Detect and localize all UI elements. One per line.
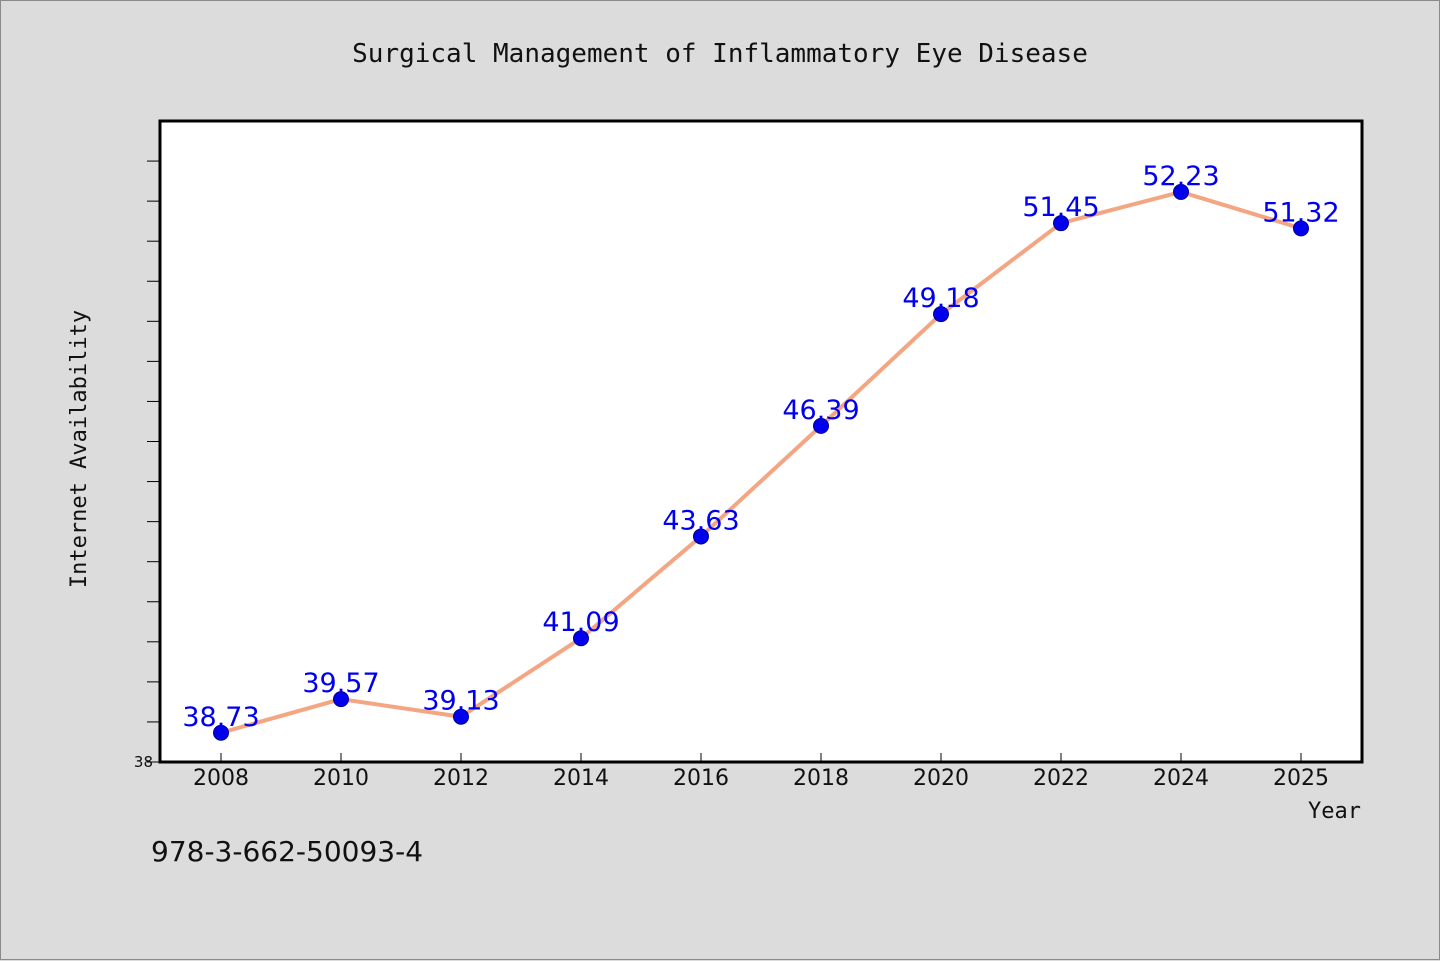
x-tick-label: 2008 — [193, 766, 249, 791]
y-tick-label: 38 — [134, 753, 153, 771]
x-tick-label: 2014 — [553, 766, 609, 791]
data-label: 41.09 — [542, 607, 619, 638]
data-point — [933, 306, 949, 323]
x-tick-label: 2022 — [1033, 766, 1089, 791]
data-label: 46.39 — [782, 395, 859, 426]
series-line — [220, 189, 1302, 735]
data-point — [1173, 183, 1189, 200]
chart-title: Surgical Management of Inflammatory Eye … — [352, 39, 1088, 69]
isbn-text: 978-3-662-50093-4 — [151, 835, 424, 868]
data-point — [1293, 220, 1309, 237]
x-tick-label: 2016 — [673, 766, 729, 791]
data-markers — [213, 183, 1309, 741]
data-point — [213, 724, 229, 741]
y-axis-label: Internet Availability — [67, 310, 92, 588]
data-label: 49.18 — [902, 283, 979, 314]
data-labels: 38.73 39.57 39.13 41.09 43.63 46.39 49.18 51.45… — [182, 161, 1339, 733]
x-tick-label: 2024 — [1153, 766, 1209, 791]
data-point — [573, 630, 589, 647]
plot-area — [158, 119, 1364, 764]
x-tick-label: 2012 — [433, 766, 489, 791]
data-label: 38.73 — [182, 702, 259, 733]
data-label: 43.63 — [662, 505, 739, 536]
x-tick-label: 2018 — [793, 766, 849, 791]
data-point — [1053, 215, 1069, 232]
x-axis-label: Year — [1308, 799, 1361, 824]
data-point — [813, 417, 829, 434]
data-label: 52.23 — [1142, 161, 1219, 192]
x-axis-ticks: 2008 2010 2012 2014 2016 2018 2020 2022 2024 2025 — [193, 753, 1329, 791]
data-label: 39.13 — [422, 686, 499, 717]
y-axis-ticks: 38 — [134, 160, 160, 771]
x-tick-label: 2010 — [313, 766, 369, 791]
data-label: 39.57 — [302, 668, 379, 699]
data-point — [693, 528, 709, 545]
x-tick-label: 2025 — [1273, 766, 1329, 791]
data-label: 51.45 — [1022, 192, 1099, 223]
data-point — [453, 708, 469, 725]
data-point — [333, 691, 349, 708]
x-tick-label: 2020 — [913, 766, 969, 791]
data-label: 51.32 — [1262, 197, 1339, 228]
